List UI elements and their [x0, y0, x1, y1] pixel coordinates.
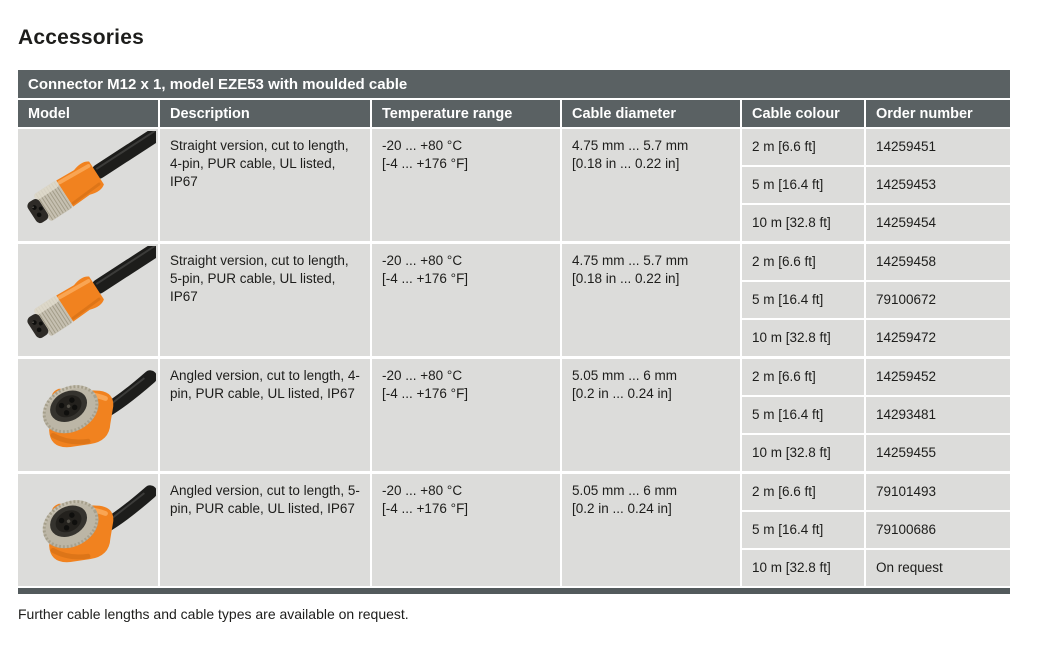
column-header-temperature: Temperature range — [372, 100, 560, 127]
table-caption: Connector M12 x 1, model EZE53 with moul… — [18, 70, 1010, 98]
cable-length-cell: 10 m [32.8 ft] — [742, 435, 864, 471]
table-header-row: Model Description Temperature range Cabl… — [18, 100, 1010, 127]
temperature-celsius: -20 ... +80 °C — [382, 368, 463, 383]
cable-length-stack: 2 m [6.6 ft] 5 m [16.4 ft] 10 m [32.8 ft… — [742, 474, 864, 586]
cable-length-cell: 2 m [6.6 ft] — [742, 129, 864, 165]
footnote: Further cable lengths and cable types ar… — [18, 606, 409, 622]
temperature-celsius: -20 ... +80 °C — [382, 253, 463, 268]
diameter-cell: 5.05 mm ... 6 mm [0.2 in ... 0.24 in] — [562, 474, 740, 586]
description-cell: Straight version, cut to length, 5-pin, … — [160, 244, 370, 356]
temperature-fahrenheit: [-4 ... +176 °F] — [382, 271, 469, 286]
diameter-metric: 4.75 mm ... 5.7 mm — [572, 138, 689, 153]
diameter-metric: 5.05 mm ... 6 mm — [572, 368, 678, 383]
diameter-cell: 4.75 mm ... 5.7 mm [0.18 in ... 0.22 in] — [562, 244, 740, 356]
order-number-cell: On request — [866, 550, 1010, 586]
cable-length-cell: 5 m [16.4 ft] — [742, 167, 864, 203]
datasheet-page: Accessories Connector M12 x 1, model EZE… — [18, 26, 1010, 622]
cable-length-cell: 5 m [16.4 ft] — [742, 282, 864, 318]
cable-length-stack: 2 m [6.6 ft] 5 m [16.4 ft] 10 m [32.8 ft… — [742, 129, 864, 241]
temperature-cell: -20 ... +80 °C [-4 ... +176 °F] — [372, 474, 560, 586]
diameter-metric: 5.05 mm ... 6 mm — [572, 483, 678, 498]
table-row: Straight version, cut to length, 4-pin, … — [18, 129, 1010, 241]
order-number-cell: 14259452 — [866, 359, 1010, 395]
column-header-model: Model — [18, 100, 158, 127]
table-body: Straight version, cut to length, 4-pin, … — [18, 129, 1010, 586]
table-row: Angled version, cut to length, 5-pin, PU… — [18, 474, 1010, 586]
straight-connector-photo — [21, 246, 156, 346]
model-photo-cell — [18, 359, 158, 471]
cable-length-cell: 5 m [16.4 ft] — [742, 397, 864, 433]
order-number-cell: 79100686 — [866, 512, 1010, 548]
diameter-cell: 5.05 mm ... 6 mm [0.2 in ... 0.24 in] — [562, 359, 740, 471]
order-number-cell: 14259472 — [866, 320, 1010, 356]
order-number-stack: 14259451 14259453 14259454 — [866, 129, 1010, 241]
temperature-celsius: -20 ... +80 °C — [382, 138, 463, 153]
column-header-colour: Cable colour — [742, 100, 864, 127]
cable-length-cell: 2 m [6.6 ft] — [742, 474, 864, 510]
temperature-fahrenheit: [-4 ... +176 °F] — [382, 386, 469, 401]
temperature-fahrenheit: [-4 ... +176 °F] — [382, 156, 469, 171]
table-row: Angled version, cut to length, 4-pin, PU… — [18, 359, 1010, 471]
cable-length-cell: 2 m [6.6 ft] — [742, 359, 864, 395]
straight-connector-photo — [21, 131, 156, 231]
model-photo-cell — [18, 244, 158, 356]
diameter-imperial: [0.2 in ... 0.24 in] — [572, 386, 672, 401]
order-number-stack: 14259452 14293481 14259455 — [866, 359, 1010, 471]
temperature-fahrenheit: [-4 ... +176 °F] — [382, 501, 469, 516]
order-number-cell: 14293481 — [866, 397, 1010, 433]
order-number-cell: 14259455 — [866, 435, 1010, 471]
column-header-order: Order number — [866, 100, 1010, 127]
order-number-cell: 14259453 — [866, 167, 1010, 203]
cable-length-cell: 10 m [32.8 ft] — [742, 550, 864, 586]
temperature-cell: -20 ... +80 °C [-4 ... +176 °F] — [372, 359, 560, 471]
description-cell: Angled version, cut to length, 5-pin, PU… — [160, 474, 370, 586]
cable-length-stack: 2 m [6.6 ft] 5 m [16.4 ft] 10 m [32.8 ft… — [742, 244, 864, 356]
angled-connector-photo — [20, 476, 156, 584]
table-row: Straight version, cut to length, 5-pin, … — [18, 244, 1010, 356]
angled-connector-photo — [20, 361, 156, 469]
diameter-imperial: [0.2 in ... 0.24 in] — [572, 501, 672, 516]
page-title: Accessories — [18, 26, 144, 49]
temperature-celsius: -20 ... +80 °C — [382, 483, 463, 498]
temperature-cell: -20 ... +80 °C [-4 ... +176 °F] — [372, 129, 560, 241]
diameter-imperial: [0.18 in ... 0.22 in] — [572, 271, 680, 286]
order-number-stack: 79101493 79100686 On request — [866, 474, 1010, 586]
cable-length-cell: 10 m [32.8 ft] — [742, 205, 864, 241]
order-number-stack: 14259458 79100672 14259472 — [866, 244, 1010, 356]
order-number-cell: 14259451 — [866, 129, 1010, 165]
column-header-description: Description — [160, 100, 370, 127]
cable-length-cell: 2 m [6.6 ft] — [742, 244, 864, 280]
diameter-cell: 4.75 mm ... 5.7 mm [0.18 in ... 0.22 in] — [562, 129, 740, 241]
order-number-cell: 79101493 — [866, 474, 1010, 510]
order-number-cell: 79100672 — [866, 282, 1010, 318]
order-number-cell: 14259454 — [866, 205, 1010, 241]
cable-length-cell: 5 m [16.4 ft] — [742, 512, 864, 548]
diameter-metric: 4.75 mm ... 5.7 mm — [572, 253, 689, 268]
column-header-diameter: Cable diameter — [562, 100, 740, 127]
table-bottom-border — [18, 588, 1010, 594]
model-photo-cell — [18, 474, 158, 586]
diameter-imperial: [0.18 in ... 0.22 in] — [572, 156, 680, 171]
accessories-table: Connector M12 x 1, model EZE53 with moul… — [18, 70, 1010, 594]
cable-length-cell: 10 m [32.8 ft] — [742, 320, 864, 356]
cable-length-stack: 2 m [6.6 ft] 5 m [16.4 ft] 10 m [32.8 ft… — [742, 359, 864, 471]
temperature-cell: -20 ... +80 °C [-4 ... +176 °F] — [372, 244, 560, 356]
description-cell: Straight version, cut to length, 4-pin, … — [160, 129, 370, 241]
model-photo-cell — [18, 129, 158, 241]
description-cell: Angled version, cut to length, 4-pin, PU… — [160, 359, 370, 471]
order-number-cell: 14259458 — [866, 244, 1010, 280]
